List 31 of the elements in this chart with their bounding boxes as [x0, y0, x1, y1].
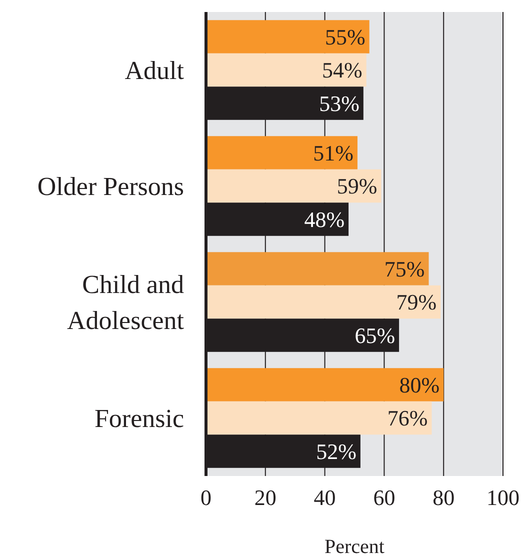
x-tick-label: 100	[486, 485, 520, 510]
data-label: 52%	[316, 438, 356, 464]
data-label: 65%	[354, 322, 396, 348]
bar	[206, 401, 432, 435]
x-tick-label: 20	[254, 485, 276, 510]
data-label: 79%	[396, 290, 437, 315]
x-tick-label: 40	[314, 485, 336, 510]
bar	[206, 53, 366, 87]
bar	[206, 368, 444, 402]
bar	[206, 169, 382, 203]
y-tick-label: Forensic	[94, 404, 184, 434]
data-label: 76%	[387, 406, 428, 431]
x-tick-label: 60	[373, 485, 396, 510]
y-tick-label: Adult	[124, 56, 185, 86]
data-label: 75%	[384, 256, 425, 282]
bar	[206, 20, 370, 54]
x-axis-title: Percent	[324, 536, 385, 558]
data-label: 59%	[336, 174, 378, 199]
data-label: 80%	[399, 372, 440, 398]
bar	[206, 252, 429, 286]
x-tick-label: 80	[432, 485, 455, 510]
data-label: 51%	[313, 140, 354, 166]
data-label: 53%	[319, 90, 360, 116]
data-label: 55%	[325, 24, 366, 50]
y-tick-label: Older Persons	[37, 172, 184, 202]
bar	[206, 136, 358, 170]
x-tick-label: 0	[200, 485, 212, 510]
y-tick-label: Child and Adolescent	[67, 270, 185, 336]
bar	[206, 285, 441, 319]
data-label: 54%	[322, 58, 362, 83]
data-label: 48%	[304, 206, 345, 232]
